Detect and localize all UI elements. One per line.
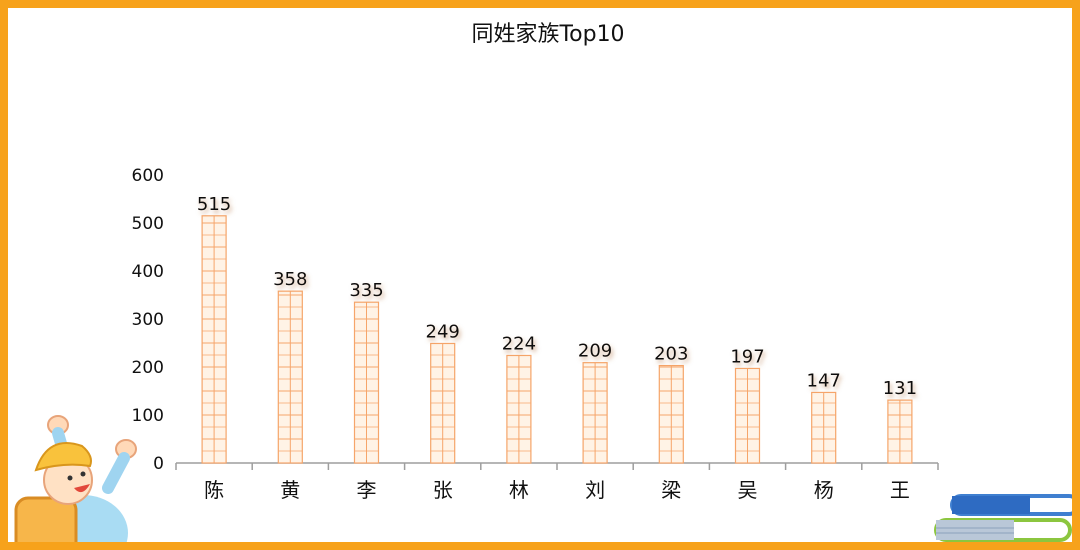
x-tick-label: 杨 — [814, 478, 834, 502]
x-tick-label: 陈 — [204, 478, 224, 502]
x-tick-label: 张 — [433, 478, 453, 502]
bar-value-label: 358 — [273, 269, 307, 290]
bar-value-label: 249 — [426, 321, 460, 342]
x-tick-label: 梁 — [661, 478, 681, 502]
bar-value-label: 203 — [654, 344, 688, 365]
bar-林 — [506, 354, 532, 464]
x-tick-label: 林 — [509, 478, 529, 502]
y-tick-label: 200 — [132, 358, 164, 378]
y-tick-label: 400 — [132, 262, 164, 282]
bar-value-label: 515 — [197, 194, 231, 215]
cartoon-kid-with-hat-icon — [14, 415, 137, 542]
y-tick-label: 0 — [153, 454, 164, 474]
bar-value-label: 335 — [349, 280, 383, 301]
bar-刘 — [582, 362, 608, 464]
x-tick-label: 李 — [357, 478, 377, 502]
bar-张 — [430, 342, 456, 464]
y-tick-label: 100 — [132, 406, 164, 426]
stacked-books-icon — [934, 494, 1072, 542]
bar-chart: 0 100 200 300 400 500 600 515 陈 358 黄 335 李 249 张 224 林 2… — [132, 166, 939, 502]
bar-黄 — [277, 290, 303, 464]
bar-value-label: 131 — [883, 378, 917, 399]
x-tick-label: 刘 — [585, 478, 605, 502]
y-tick-label: 300 — [132, 310, 164, 330]
bar-陈 — [201, 215, 227, 464]
y-tick-label: 600 — [132, 166, 164, 186]
bar-梁 — [658, 364, 684, 464]
bar-value-label: 209 — [578, 341, 612, 362]
x-tick-label: 黄 — [280, 478, 300, 502]
x-tick-label: 吴 — [738, 478, 758, 502]
bar-value-label: 224 — [502, 333, 536, 354]
y-tick-label: 500 — [132, 214, 164, 234]
bar-value-label: 197 — [730, 346, 764, 367]
x-tick-label: 王 — [890, 478, 910, 502]
chart-title: 同姓家族Top10 — [471, 22, 625, 47]
bar-杨 — [811, 391, 837, 464]
bar-value-label: 147 — [807, 370, 841, 391]
bar-王 — [887, 399, 913, 464]
bar-李 — [353, 301, 380, 464]
bar-吴 — [734, 367, 761, 464]
